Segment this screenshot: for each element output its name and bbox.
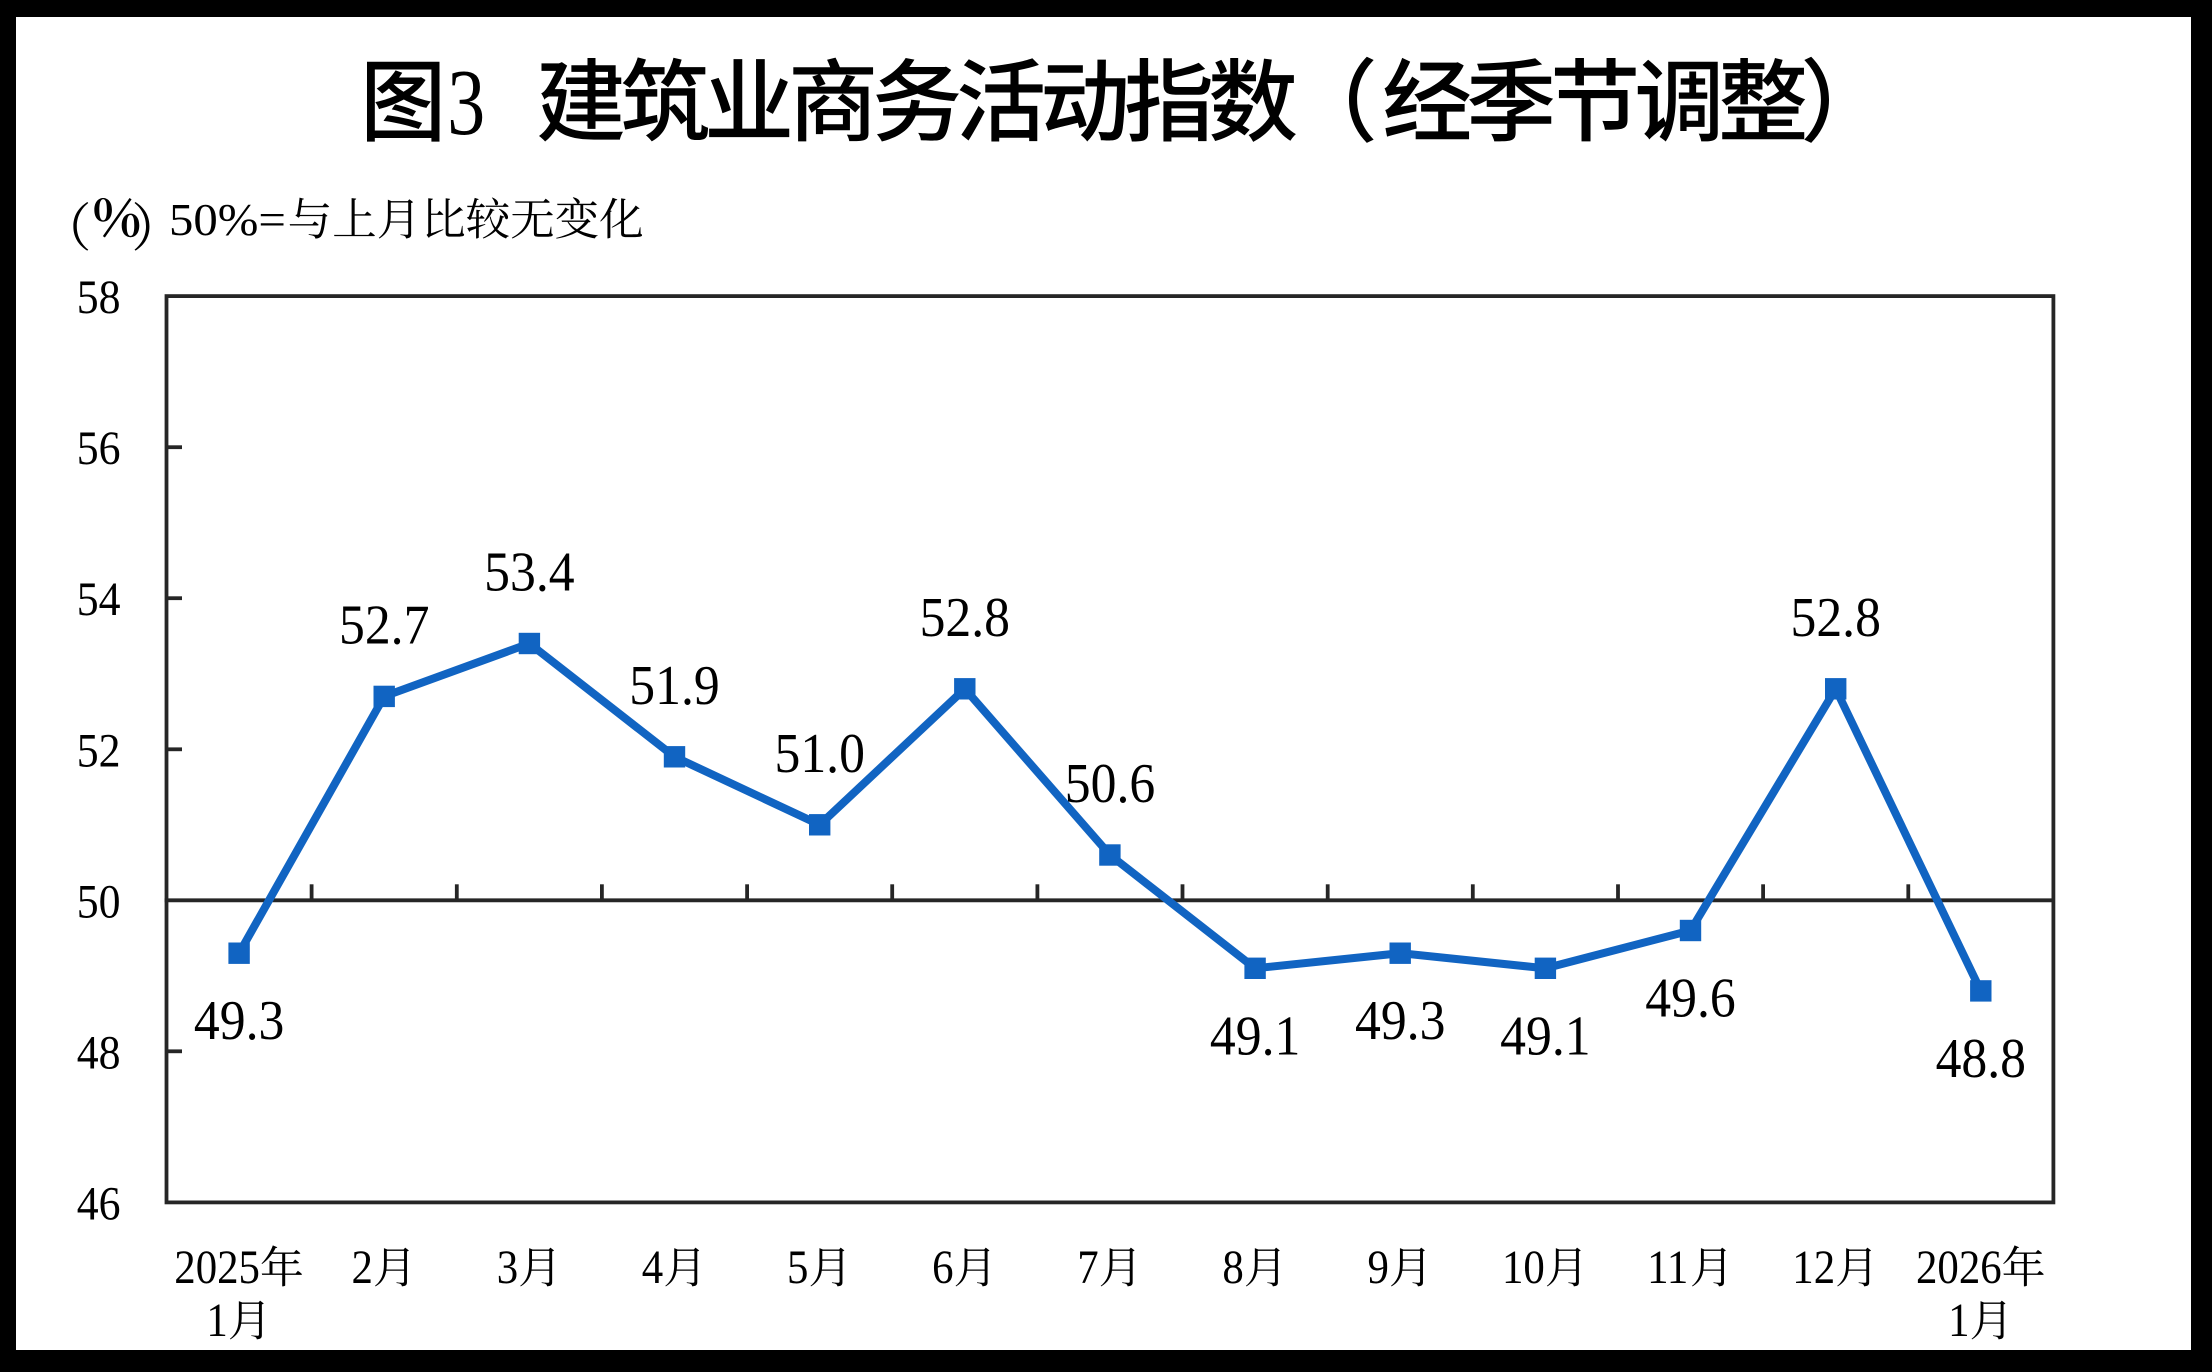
svg-text:49.6: 49.6	[1645, 967, 1735, 1029]
svg-text:58: 58	[77, 270, 121, 323]
svg-text:50: 50	[77, 875, 121, 928]
svg-text:48.8: 48.8	[1936, 1027, 2026, 1089]
svg-text:53.4: 53.4	[484, 541, 574, 603]
svg-text:1: 1	[1948, 1294, 1969, 1347]
svg-text:8: 8	[1222, 1241, 1243, 1294]
svg-text:3: 3	[447, 50, 485, 155]
svg-text:48: 48	[77, 1026, 121, 1079]
svg-text:49.3: 49.3	[194, 989, 284, 1051]
svg-text:5: 5	[787, 1241, 808, 1294]
svg-text:52.8: 52.8	[1790, 586, 1880, 648]
svg-text:50%=: 50%=	[169, 195, 286, 245]
svg-text:4: 4	[642, 1241, 663, 1294]
svg-text:49.1: 49.1	[1210, 1004, 1300, 1066]
svg-text:50.6: 50.6	[1065, 752, 1155, 814]
svg-text:52: 52	[77, 724, 121, 777]
svg-text:54: 54	[77, 573, 121, 626]
svg-text:1: 1	[206, 1294, 227, 1347]
svg-text:2026: 2026	[1916, 1241, 2002, 1294]
svg-text:56: 56	[77, 422, 121, 475]
svg-text:52.7: 52.7	[339, 593, 429, 655]
svg-text:10: 10	[1502, 1241, 1545, 1294]
svg-text:3: 3	[497, 1241, 518, 1294]
svg-text:51.0: 51.0	[774, 722, 864, 784]
svg-text:49.1: 49.1	[1500, 1004, 1590, 1066]
svg-text:2025: 2025	[174, 1241, 260, 1294]
svg-text:49.3: 49.3	[1355, 989, 1445, 1051]
svg-text:46: 46	[77, 1177, 121, 1230]
svg-text:51.9: 51.9	[629, 654, 719, 716]
svg-text:7: 7	[1077, 1241, 1098, 1294]
svg-text:2: 2	[352, 1241, 373, 1294]
svg-text:11: 11	[1647, 1241, 1688, 1294]
svg-text:12: 12	[1792, 1241, 1835, 1294]
svg-text:52.8: 52.8	[920, 586, 1010, 648]
svg-text:9: 9	[1368, 1241, 1389, 1294]
svg-text:6: 6	[932, 1241, 953, 1294]
